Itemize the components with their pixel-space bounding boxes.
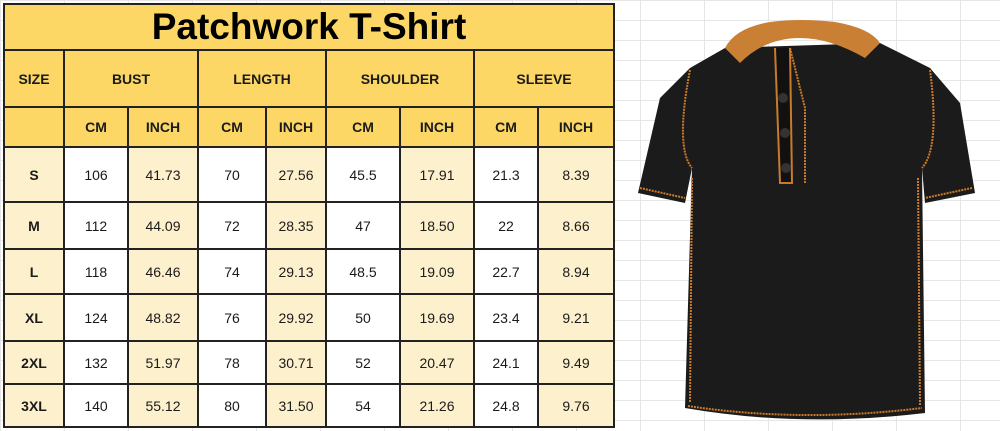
value-cell: 112 [63,201,129,250]
size-cell: S [3,146,65,203]
value-cell: 31.50 [265,383,327,428]
value-cell: 19.09 [399,248,475,295]
cm-unit-header: CM [197,106,267,148]
value-cell: 74 [197,248,267,295]
value-cell: 140 [63,383,129,428]
value-cell: 27.56 [265,146,327,203]
value-cell: 8.94 [537,248,615,295]
value-cell: 45.5 [325,146,401,203]
size-chart-table: Patchwork T-Shirt SIZE BUST LENGTH SHOUL… [3,3,615,428]
value-cell: 18.50 [399,201,475,250]
table-row: 2XL 132 51.97 78 30.71 52 20.47 24.1 9.49 [3,340,615,385]
length-header: LENGTH [197,49,327,108]
value-cell: 48.82 [127,293,199,342]
value-cell: 76 [197,293,267,342]
t-shirt-image [638,20,975,420]
size-cell: XL [3,293,65,342]
value-cell: 124 [63,293,129,342]
size-cell: L [3,248,65,295]
value-cell: 106 [63,146,129,203]
value-cell: 80 [197,383,267,428]
size-cell: 3XL [3,383,65,428]
cm-unit-header: CM [63,106,129,148]
bust-header: BUST [63,49,199,108]
value-cell: 50 [325,293,401,342]
cm-unit-header: CM [325,106,401,148]
value-cell: 28.35 [265,201,327,250]
table-row: S 106 41.73 70 27.56 45.5 17.91 21.3 8.39 [3,146,615,203]
value-cell: 21.26 [399,383,475,428]
value-cell: 17.91 [399,146,475,203]
value-cell: 46.46 [127,248,199,295]
table-row: XL 124 48.82 76 29.92 50 19.69 23.4 9.21 [3,293,615,342]
value-cell: 8.66 [537,201,615,250]
size-header: SIZE [3,49,65,108]
sleeve-header: SLEEVE [473,49,615,108]
value-cell: 20.47 [399,340,475,385]
chart-title: Patchwork T-Shirt [3,3,615,51]
value-cell: 30.71 [265,340,327,385]
value-cell: 8.39 [537,146,615,203]
shoulder-header: SHOULDER [325,49,475,108]
table-row: L 118 46.46 74 29.13 48.5 19.09 22.7 8.94 [3,248,615,295]
value-cell: 118 [63,248,129,295]
value-cell: 47 [325,201,401,250]
value-cell: 22.7 [473,248,539,295]
value-cell: 54 [325,383,401,428]
value-cell: 48.5 [325,248,401,295]
size-cell: 2XL [3,340,65,385]
value-cell: 70 [197,146,267,203]
value-cell: 52 [325,340,401,385]
inch-unit-header: INCH [399,106,475,148]
empty-unit-cell [3,106,65,148]
value-cell: 9.21 [537,293,615,342]
value-cell: 19.69 [399,293,475,342]
value-cell: 23.4 [473,293,539,342]
value-cell: 29.13 [265,248,327,295]
value-cell: 29.92 [265,293,327,342]
value-cell: 24.8 [473,383,539,428]
table-row: 3XL 140 55.12 80 31.50 54 21.26 24.8 9.76 [3,383,615,428]
value-cell: 9.76 [537,383,615,428]
value-cell: 44.09 [127,201,199,250]
value-cell: 21.3 [473,146,539,203]
value-cell: 22 [473,201,539,250]
value-cell: 132 [63,340,129,385]
value-cell: 55.12 [127,383,199,428]
table-row: M 112 44.09 72 28.35 47 18.50 22 8.66 [3,201,615,250]
inch-unit-header: INCH [127,106,199,148]
value-cell: 72 [197,201,267,250]
inch-unit-header: INCH [537,106,615,148]
value-cell: 51.97 [127,340,199,385]
inch-unit-header: INCH [265,106,327,148]
size-cell: M [3,201,65,250]
cm-unit-header: CM [473,106,539,148]
value-cell: 78 [197,340,267,385]
value-cell: 9.49 [537,340,615,385]
value-cell: 41.73 [127,146,199,203]
value-cell: 24.1 [473,340,539,385]
